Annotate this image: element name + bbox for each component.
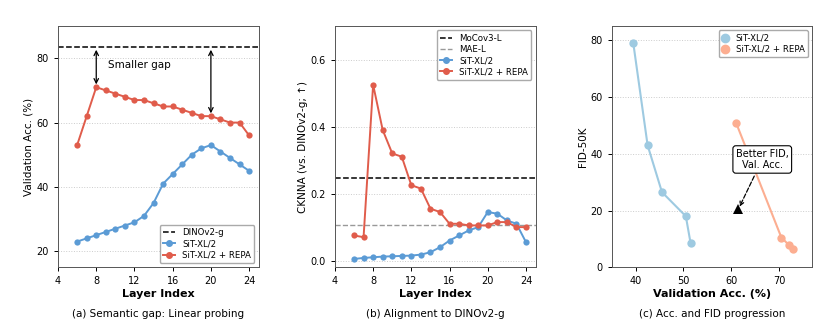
Text: Smaller gap: Smaller gap — [108, 60, 171, 70]
Legend: SiT-XL/2, SiT-XL/2 + REPA: SiT-XL/2, SiT-XL/2 + REPA — [718, 30, 807, 57]
Y-axis label: FID-50K: FID-50K — [577, 126, 587, 167]
Legend: DINOv2-g, SiT-XL/2, SiT-XL/2 + REPA: DINOv2-g, SiT-XL/2, SiT-XL/2 + REPA — [160, 225, 254, 263]
Y-axis label: Validation Acc. (%): Validation Acc. (%) — [24, 98, 34, 196]
X-axis label: Layer Index: Layer Index — [398, 289, 471, 299]
X-axis label: Validation Acc. (%): Validation Acc. (%) — [652, 289, 770, 299]
Y-axis label: CKNNA (vs. DINOv2-g; ↑): CKNNA (vs. DINOv2-g; ↑) — [297, 81, 307, 213]
Text: (c) Acc. and FID progression: (c) Acc. and FID progression — [638, 309, 784, 319]
Text: (a) Semantic gap: Linear probing: (a) Semantic gap: Linear probing — [72, 309, 244, 319]
Text: (b) Alignment to DINOv2-g: (b) Alignment to DINOv2-g — [365, 309, 504, 319]
Text: Better FID,
Val. Acc.: Better FID, Val. Acc. — [735, 149, 787, 205]
X-axis label: Layer Index: Layer Index — [122, 289, 195, 299]
Legend: MoCov3-L, MAE-L, SiT-XL/2, SiT-XL/2 + REPA: MoCov3-L, MAE-L, SiT-XL/2, SiT-XL/2 + RE… — [436, 30, 531, 80]
